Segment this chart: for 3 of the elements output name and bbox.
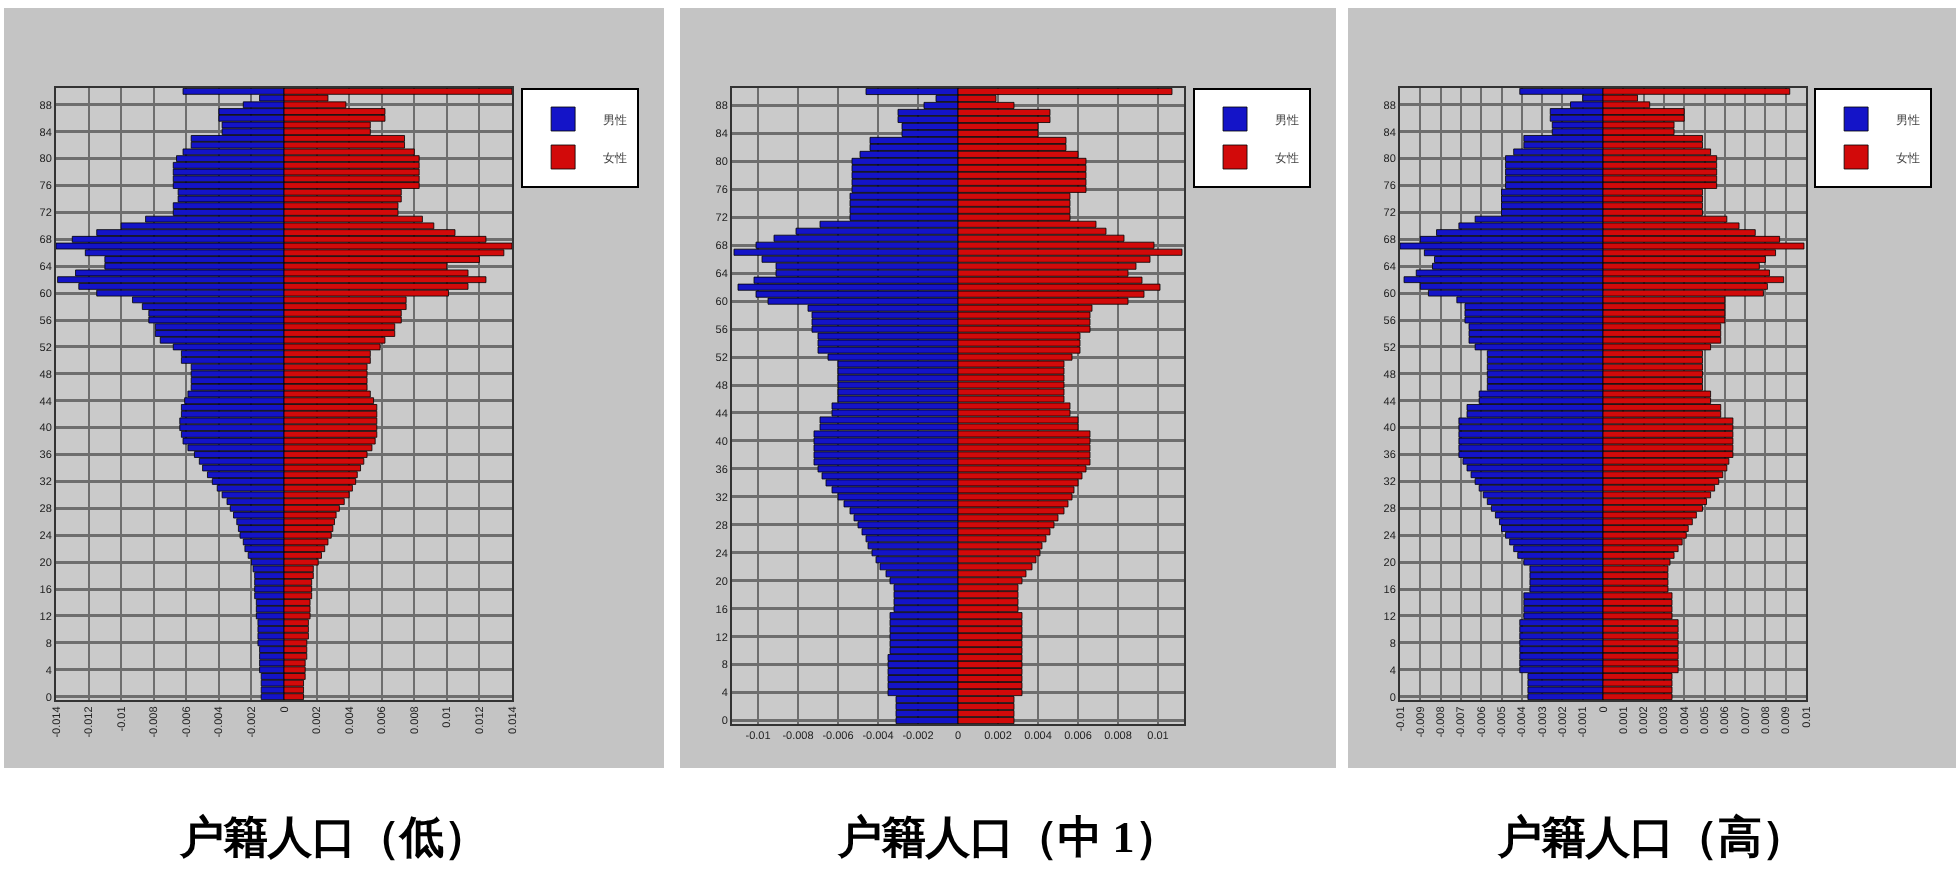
text: 户籍人口（中 1） [835, 810, 1181, 866]
text: 户籍人口（高） [1496, 810, 1808, 866]
text: 户籍人口（低） [178, 810, 490, 866]
